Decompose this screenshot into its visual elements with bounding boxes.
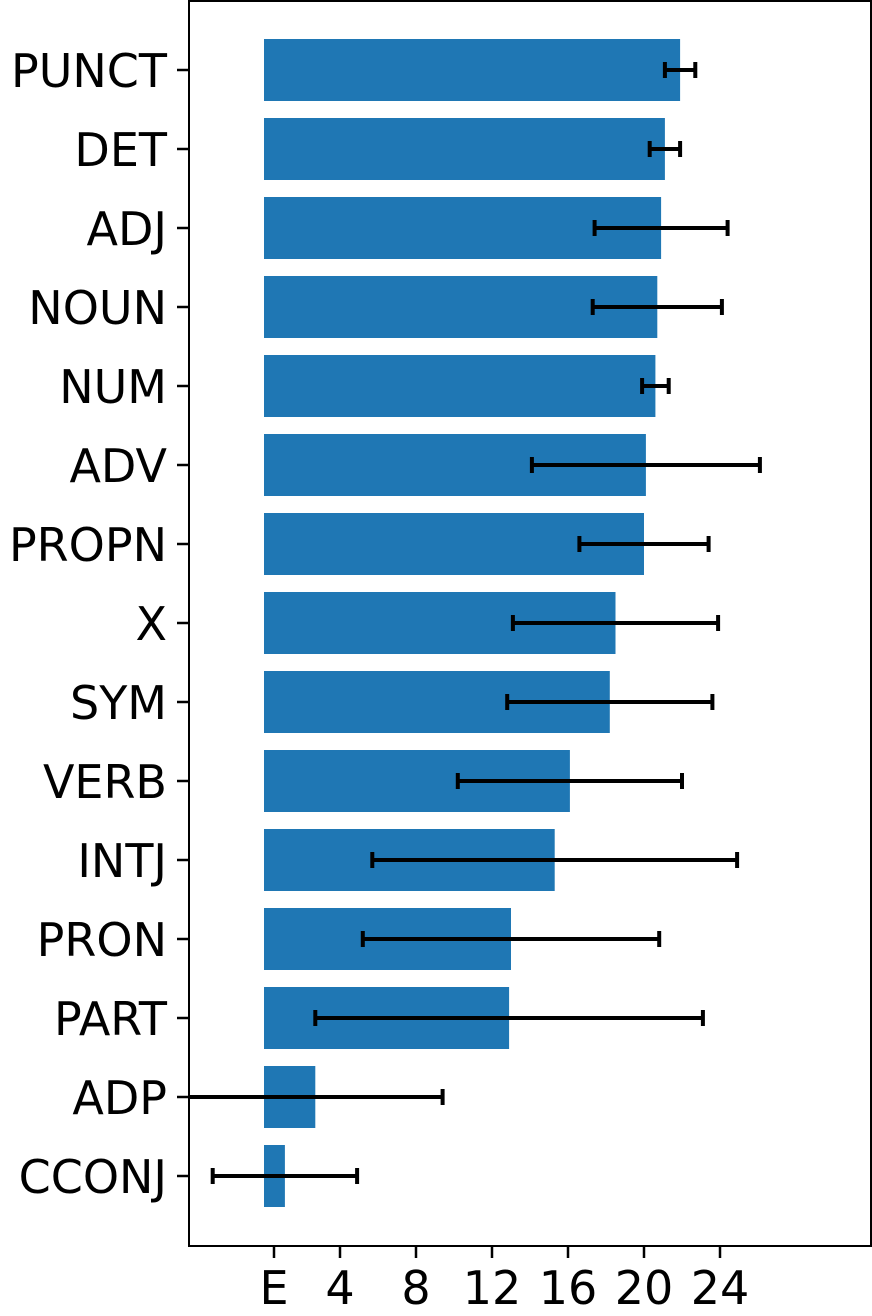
y-tick-label-adp: ADP [72,1071,167,1125]
y-tick-label-part: PART [54,992,168,1046]
bars-group [264,39,681,1207]
error-bar-adj [592,220,730,236]
y-tick-label-adj: ADJ [87,202,167,256]
error-bar-adp [189,1089,445,1105]
error-bar-part [313,1010,705,1026]
y-tick-label-x: X [135,597,167,651]
x-tick-label-0: E [259,1261,288,1315]
bar-det [264,118,665,180]
error-bar-adv [529,457,762,473]
x-tick-label-8: 8 [401,1261,430,1315]
error-bar-x [510,615,721,631]
bar-num [264,355,656,417]
error-bar-num [640,378,671,394]
x-tick-label-4: 4 [325,1261,354,1315]
y-tick-label-adv: ADV [69,439,167,493]
error-bar-noun [590,299,724,315]
error-bar-intj [370,852,740,868]
error-bar-det [647,141,683,157]
error-bar-sym [505,694,715,710]
y-tick-label-noun: NOUN [28,281,167,335]
x-tick-label-24: 24 [691,1261,750,1315]
y-tick-label-intj: INTJ [77,834,167,888]
error-bars-group [189,62,762,1184]
y-tick-label-punct: PUNCT [11,44,168,98]
y-tick-label-propn: PROPN [9,518,167,572]
x-ticks-group: E 4 8 12 16 20 24 [259,1246,749,1315]
y-tick-label-sym: SYM [70,676,167,730]
y-tick-label-pron: PRON [37,913,167,967]
error-bar-pron [360,931,662,947]
y-tick-label-det: DET [74,123,167,177]
y-tick-label-num: NUM [59,360,167,414]
y-tick-label-verb: VERB [43,755,167,809]
y-tick-label-cconj: CCONJ [19,1150,167,1204]
bar-punct [264,39,681,101]
error-bar-cconj [210,1168,360,1184]
error-bar-propn [577,536,711,552]
x-tick-label-20: 20 [615,1261,674,1315]
error-bar-verb [455,773,684,789]
x-tick-label-16: 16 [539,1261,598,1315]
y-ticks-group: PUNCT DET ADJ NOUN NUM ADV PROPN X SYM VERB INTJ PR… [9,44,189,1204]
x-tick-label-12: 12 [463,1261,522,1315]
error-bar-punct [662,62,698,78]
